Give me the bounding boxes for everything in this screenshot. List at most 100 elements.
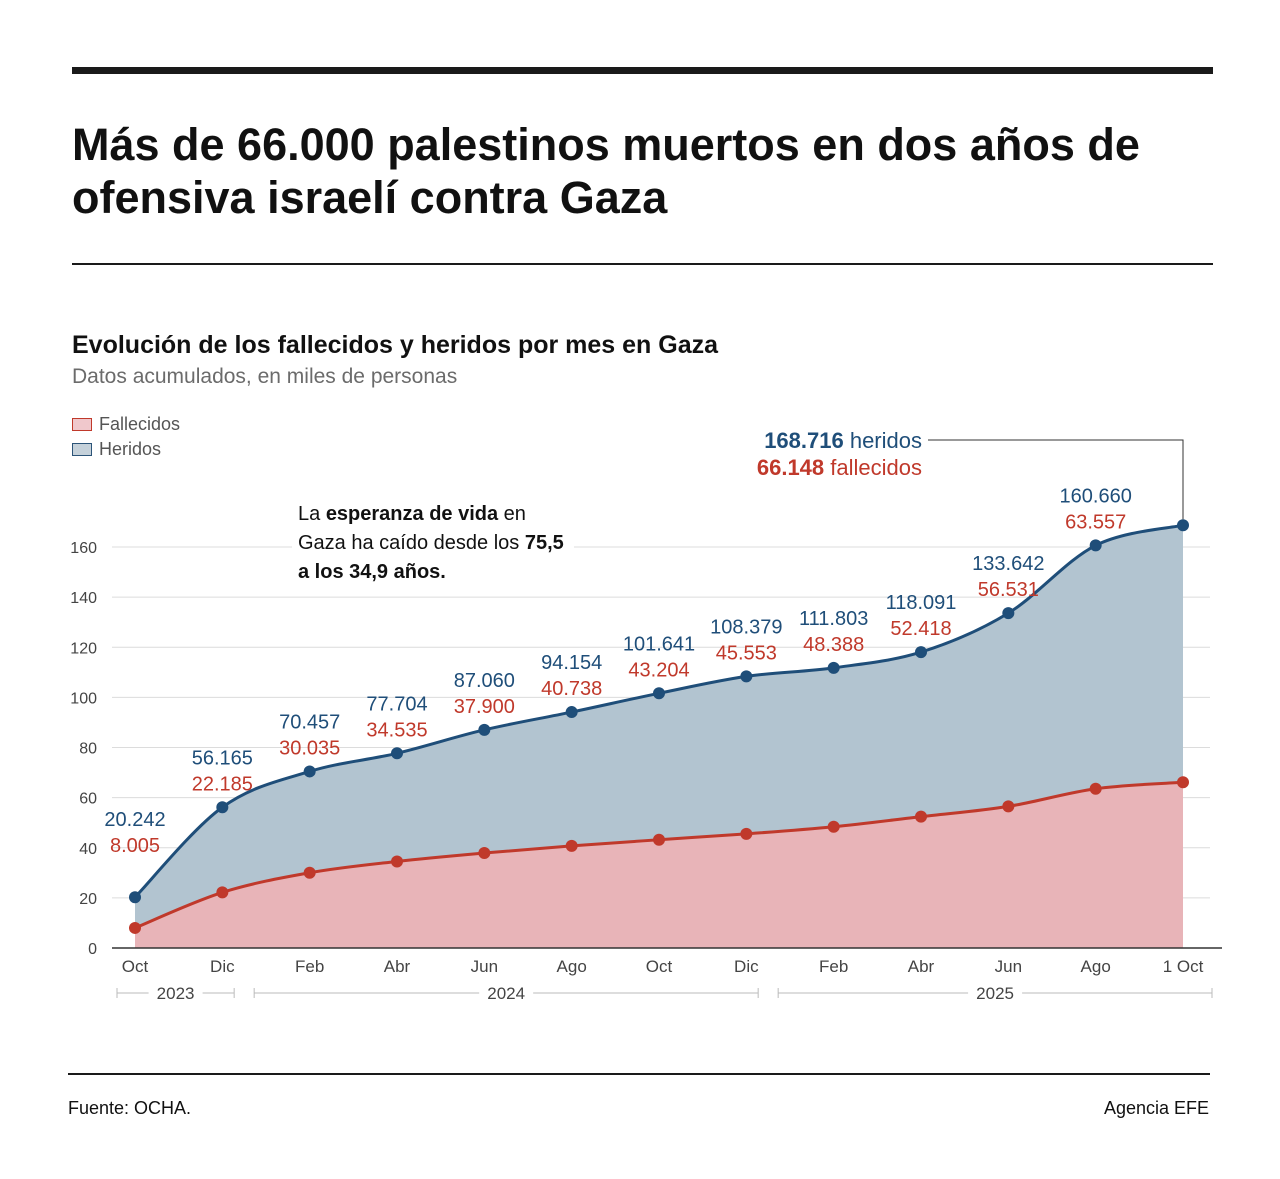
x-tick-label: Jun <box>995 957 1022 976</box>
point-injured <box>303 765 316 778</box>
point-deaths <box>827 820 840 833</box>
credit: Agencia EFE <box>1103 1098 1209 1118</box>
chart-subtitle: Datos acumulados, en miles de personas <box>72 365 458 388</box>
data-label-deaths: 52.418 <box>890 618 951 640</box>
point-injured <box>653 687 665 700</box>
data-label-deaths: 40.738 <box>541 678 602 700</box>
y-tick-label: 100 <box>70 690 97 707</box>
y-tick-label: 140 <box>70 590 97 607</box>
year-label: 2025 <box>976 984 1014 1003</box>
point-injured <box>1089 539 1102 552</box>
data-label-injured: 56.165 <box>192 747 253 769</box>
x-tick-label: Feb <box>819 957 848 976</box>
data-label-injured: 111.803 <box>799 608 868 630</box>
chart-title: Evolución de los fallecidos y heridos po… <box>72 331 719 359</box>
annotation-text-2: en Gaza ha caído desde los <box>298 503 526 554</box>
x-tick-label: Feb <box>295 957 324 976</box>
legend-label-injured: Heridos <box>99 439 162 459</box>
data-label-injured: 20.242 <box>104 809 165 831</box>
x-tick-label: Abr <box>384 957 411 976</box>
data-label-deaths: 8.005 <box>110 835 160 857</box>
point-injured <box>827 661 840 674</box>
data-label-deaths: 30.035 <box>279 737 340 759</box>
point-deaths <box>303 866 316 879</box>
data-label-injured: 70.457 <box>279 711 340 733</box>
point-injured <box>1177 519 1189 532</box>
point-injured <box>1002 607 1015 620</box>
x-tick-label: Oct <box>646 957 673 976</box>
legend-swatch-deaths <box>72 418 92 431</box>
point-injured <box>129 891 141 904</box>
point-injured <box>565 706 578 719</box>
totals-leader-line <box>928 439 1184 520</box>
data-label-injured: 118.091 <box>886 592 957 614</box>
x-tick-label: Oct <box>122 957 149 976</box>
x-tick-label: Dic <box>734 957 759 976</box>
total-injured-value: 168.716 <box>764 428 844 453</box>
total-deaths-value: 66.148 <box>756 455 825 480</box>
point-injured <box>216 801 229 814</box>
footer-rule <box>68 1073 1210 1075</box>
latest-totals: 168.716 heridos 66.148 fallecidos <box>700 427 922 481</box>
year-label: 2024 <box>487 984 525 1003</box>
x-tick-label: 1 Oct <box>1163 957 1204 976</box>
x-tick-label: Ago <box>557 957 587 976</box>
legend-item-injured: Heridos <box>72 437 180 462</box>
data-label-deaths: 22.185 <box>192 773 253 795</box>
point-deaths <box>216 886 229 899</box>
data-label-injured: 160.660 <box>1060 485 1132 507</box>
total-deaths-word: fallecidos <box>824 455 922 480</box>
legend: Fallecidos Heridos <box>72 412 180 462</box>
y-tick-label: 60 <box>79 791 97 808</box>
point-injured <box>740 670 753 683</box>
x-tick-label: Ago <box>1081 957 1111 976</box>
y-tick-label: 40 <box>79 841 97 858</box>
x-tick-label: Dic <box>210 957 235 976</box>
data-label-deaths: 45.553 <box>716 642 777 664</box>
data-label-deaths: 56.531 <box>978 579 1039 601</box>
point-injured <box>478 723 491 736</box>
legend-label-deaths: Fallecidos <box>99 414 181 434</box>
y-tick-label: 120 <box>70 640 97 657</box>
point-deaths <box>740 827 753 840</box>
data-label-injured: 87.060 <box>454 670 515 692</box>
data-label-deaths: 63.557 <box>1065 511 1126 533</box>
total-deaths: 66.148 fallecidos <box>700 454 922 481</box>
data-label-injured: 77.704 <box>366 693 427 715</box>
headline-divider <box>72 263 1213 265</box>
data-label-deaths: 43.204 <box>628 659 689 681</box>
total-injured-word: heridos <box>843 428 922 453</box>
x-tick-label: Jun <box>471 957 498 976</box>
point-deaths <box>1177 776 1189 789</box>
top-rule <box>72 67 1213 74</box>
point-deaths <box>1002 800 1015 813</box>
total-injured: 168.716 heridos <box>700 427 922 454</box>
data-label-injured: 108.379 <box>710 616 782 638</box>
annotation-bold-2: 75,5 a los 34,9 años. <box>298 532 564 583</box>
data-label-injured: 101.641 <box>623 633 695 655</box>
annotation-bold-1: esperanza de vida <box>325 503 499 525</box>
life-expectancy-annotation: La esperanza de vida en Gaza ha caído de… <box>292 498 574 589</box>
point-deaths <box>129 921 141 934</box>
point-deaths <box>915 810 927 823</box>
y-tick-label: 20 <box>79 891 97 908</box>
point-deaths <box>653 833 665 846</box>
y-tick-label: 80 <box>79 741 97 758</box>
headline: Más de 66.000 palestinos muertos en dos … <box>72 119 1140 223</box>
data-label-injured: 94.154 <box>541 652 602 674</box>
point-deaths <box>565 839 578 852</box>
point-deaths <box>1089 782 1102 795</box>
point-deaths <box>478 847 491 860</box>
point-injured <box>391 747 403 760</box>
year-label: 2023 <box>157 984 195 1003</box>
legend-item-deaths: Fallecidos <box>72 412 180 437</box>
point-injured <box>915 646 927 659</box>
area-deaths <box>135 782 1183 948</box>
x-tick-label: Abr <box>908 957 935 976</box>
y-tick-label: 0 <box>88 941 97 958</box>
point-deaths <box>391 855 403 868</box>
data-label-deaths: 37.900 <box>454 696 515 718</box>
data-label-deaths: 48.388 <box>803 634 864 656</box>
data-label-injured: 133.642 <box>972 553 1044 575</box>
